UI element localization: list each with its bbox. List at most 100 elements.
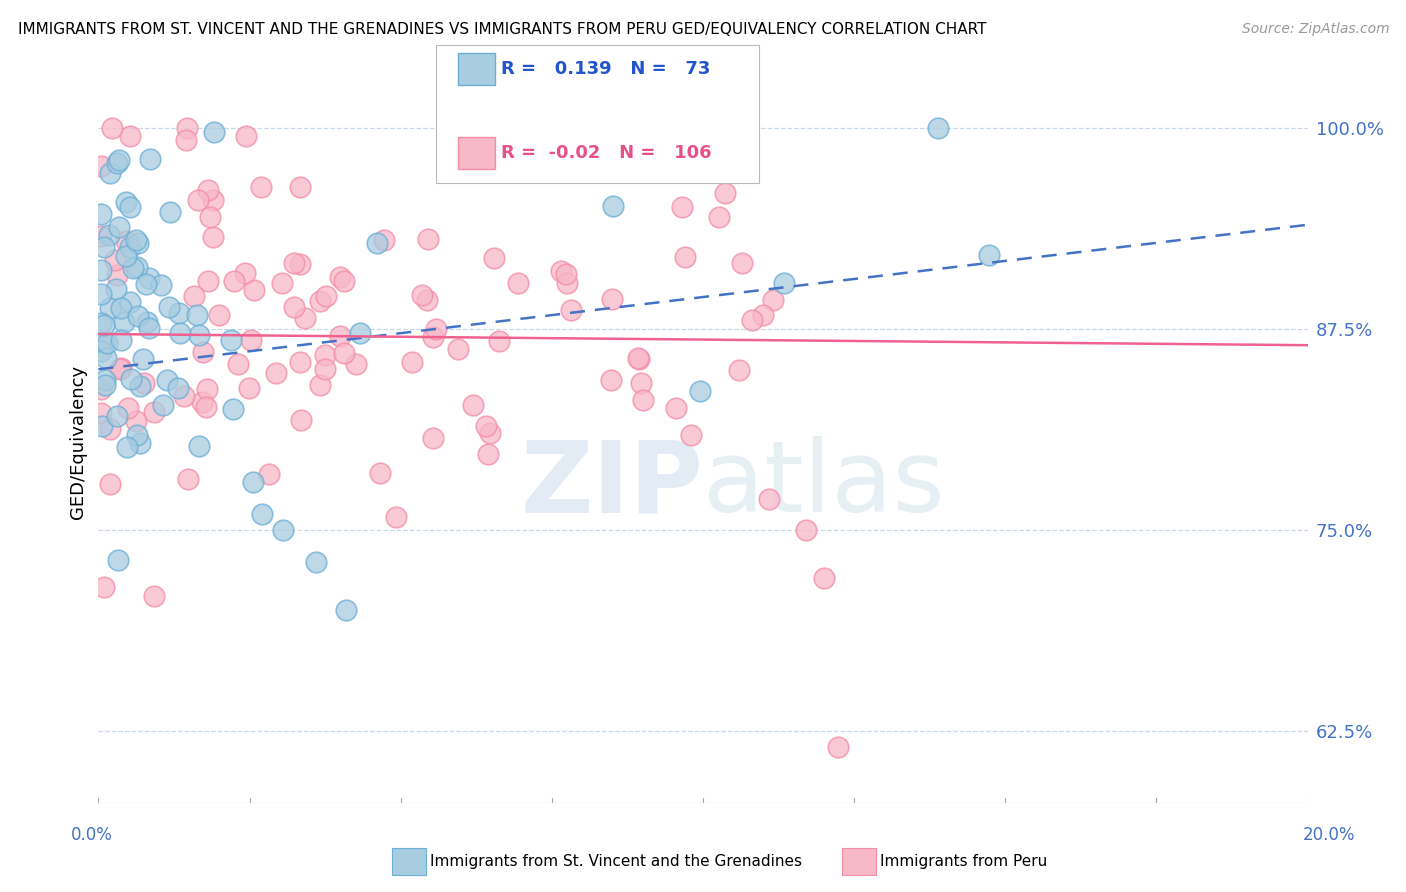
Point xyxy=(173,389,195,403)
Point xyxy=(105,268,128,283)
Point xyxy=(167,381,190,395)
Point xyxy=(226,357,249,371)
Point xyxy=(447,343,470,357)
Point xyxy=(773,277,796,291)
Point xyxy=(249,180,271,194)
Point xyxy=(125,428,148,442)
Point xyxy=(309,293,332,308)
Point xyxy=(422,431,444,445)
Point xyxy=(555,267,578,281)
Point xyxy=(401,355,423,369)
Point xyxy=(221,333,243,347)
Point xyxy=(118,240,141,254)
Point xyxy=(411,288,433,302)
Point xyxy=(315,289,337,303)
Point xyxy=(117,401,139,415)
Point xyxy=(555,276,578,290)
Point xyxy=(187,194,209,208)
Point xyxy=(630,376,652,390)
Point xyxy=(425,322,447,336)
Point xyxy=(796,523,818,537)
Point xyxy=(385,509,408,524)
Text: ZIP: ZIP xyxy=(520,436,703,533)
Point xyxy=(762,293,785,307)
Point xyxy=(94,377,117,392)
Point xyxy=(731,256,754,270)
Point xyxy=(737,121,759,136)
Point xyxy=(977,248,1000,262)
Point xyxy=(188,439,211,453)
Point xyxy=(90,418,112,433)
Point xyxy=(121,260,143,275)
Point xyxy=(159,205,181,219)
Point xyxy=(114,234,136,248)
Point xyxy=(115,249,138,263)
Point xyxy=(679,428,702,442)
Point xyxy=(416,293,439,308)
Point xyxy=(186,308,208,322)
Point xyxy=(138,320,160,334)
Point xyxy=(349,326,371,341)
Point xyxy=(90,207,112,221)
Point xyxy=(143,589,166,603)
Point xyxy=(308,378,330,392)
Point xyxy=(344,358,367,372)
Point xyxy=(120,372,142,386)
Point xyxy=(271,276,294,290)
Point xyxy=(108,153,131,167)
Point xyxy=(633,393,655,408)
Point xyxy=(143,405,166,419)
Point xyxy=(283,256,305,270)
Point xyxy=(233,267,256,281)
Point xyxy=(139,152,162,166)
Point xyxy=(200,210,222,224)
Point xyxy=(177,472,200,486)
Point xyxy=(626,351,648,365)
Point xyxy=(240,333,263,347)
Point xyxy=(90,263,112,277)
Point xyxy=(600,373,623,387)
Text: 20.0%: 20.0% xyxy=(1302,826,1355,844)
Point xyxy=(188,327,211,342)
Point xyxy=(190,394,212,409)
Point xyxy=(167,306,190,320)
Point xyxy=(224,274,246,288)
Point xyxy=(758,492,780,507)
Point xyxy=(110,333,132,347)
Point xyxy=(93,373,115,387)
Point xyxy=(243,283,266,297)
Point xyxy=(107,552,129,566)
Point xyxy=(131,351,153,366)
Point xyxy=(135,277,157,292)
Point xyxy=(484,252,506,266)
Point xyxy=(129,379,152,393)
Point xyxy=(422,329,444,343)
Point xyxy=(98,228,121,243)
Point xyxy=(366,235,388,250)
Point xyxy=(475,418,498,433)
Point xyxy=(689,384,711,398)
Point xyxy=(90,316,112,330)
Point xyxy=(98,301,121,315)
Point xyxy=(827,739,849,754)
Point xyxy=(741,313,763,327)
Point xyxy=(114,195,136,210)
Point xyxy=(90,382,112,396)
Point xyxy=(294,311,316,326)
Point xyxy=(195,382,218,396)
Point xyxy=(149,277,172,292)
Y-axis label: GED/Equivalency: GED/Equivalency xyxy=(69,365,87,518)
Point xyxy=(191,344,214,359)
Point xyxy=(197,183,219,197)
Point xyxy=(305,555,328,569)
Point xyxy=(250,507,273,521)
Point xyxy=(104,282,127,296)
Point xyxy=(98,166,121,180)
Point xyxy=(728,362,751,376)
Point xyxy=(333,274,356,288)
Point xyxy=(127,236,149,251)
Point xyxy=(238,381,260,395)
Point xyxy=(222,401,245,416)
Point xyxy=(813,571,835,585)
Point xyxy=(90,287,112,301)
